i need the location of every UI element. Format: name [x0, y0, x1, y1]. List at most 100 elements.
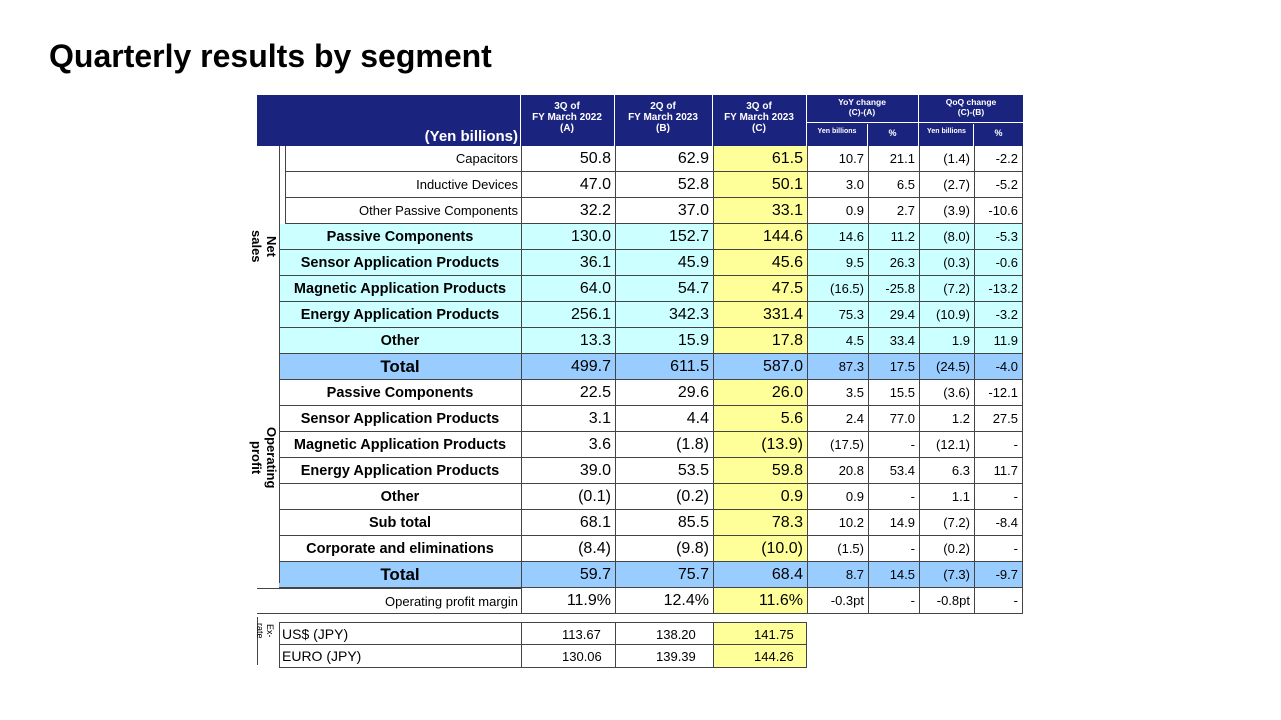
cell-b: 152.7: [615, 224, 713, 250]
cell-a: (0.1): [521, 484, 615, 510]
cell-yoy: 0.9: [807, 484, 868, 510]
cell-a: 36.1: [521, 250, 615, 276]
cell-yoy: -0.3pt: [807, 588, 868, 614]
cell-b: (9.8): [615, 536, 713, 562]
cell-c: (10.0): [713, 536, 807, 562]
col-a-line3: (A): [560, 123, 574, 134]
cell-qoq: 6.3: [919, 458, 974, 484]
margin-row: Operating profit margin 11.9% 12.4% 11.6% -0…: [257, 588, 1023, 614]
op-row: Total 59.7 75.7 68.4 8.7 14.5 (7.3) -9.7: [257, 562, 1023, 588]
row-label: Total: [279, 354, 521, 380]
cell-c: (13.9): [713, 432, 807, 458]
cell-c: 47.5: [713, 276, 807, 302]
qoq-sub-yen: Yen billions: [927, 128, 966, 135]
cell-c: 11.6%: [713, 588, 807, 614]
cell-yoy: 10.2: [807, 510, 868, 536]
cell-b: 29.6: [615, 380, 713, 406]
cell-qoq: -0.8pt: [919, 588, 974, 614]
op-row: Corporate and eliminations (8.4) (9.8) (10.…: [257, 536, 1023, 562]
cell-qoq: (8.0): [919, 224, 974, 250]
cell-yoyp: -: [868, 588, 919, 614]
fx-row: US$ (JPY) 113.67 138.20 141.75: [257, 622, 1023, 645]
row-label: Magnetic Application Products: [279, 432, 521, 458]
cell-a: 3.1: [521, 406, 615, 432]
row-label: Inductive Devices: [285, 172, 521, 198]
cell-yoyp: 17.5: [868, 354, 919, 380]
fx-row: EURO (JPY) 130.06 139.39 144.26: [257, 645, 1023, 668]
cell-yoyp: 14.5: [868, 562, 919, 588]
op-row: Sub total 68.1 85.5 78.3 10.2 14.9 (7.2) -8.4: [257, 510, 1023, 536]
op-row: Energy Application Products 39.0 53.5 59.8 2…: [257, 458, 1023, 484]
cell-a: 47.0: [521, 172, 615, 198]
cell-c: 50.1: [713, 172, 807, 198]
cell-c: 78.3: [713, 510, 807, 536]
row-label: Operating profit margin: [257, 588, 521, 614]
cell-yoyp: -: [868, 536, 919, 562]
row-label: Other: [279, 328, 521, 354]
col-c-line1: 3Q of: [746, 101, 772, 112]
col-a-line1: 3Q of: [554, 101, 580, 112]
yoy-line1: YoY change: [838, 97, 886, 107]
cell-b: (1.8): [615, 432, 713, 458]
cell-b: 4.4: [615, 406, 713, 432]
cell-b: 611.5: [615, 354, 713, 380]
cell-yoy: (17.5): [807, 432, 868, 458]
cell-yoy: 20.8: [807, 458, 868, 484]
op-row: Sensor Application Products 3.1 4.4 5.6 2.4 7…: [257, 406, 1023, 432]
cell-qoq: (12.1): [919, 432, 974, 458]
cell-b: 85.5: [615, 510, 713, 536]
cell-qoqp: -: [974, 536, 1023, 562]
cell-yoy: 0.9: [807, 198, 868, 224]
qoq-sub-pct: %: [994, 128, 1003, 138]
col-b-line3: (B): [656, 123, 670, 134]
cell-b: 342.3: [615, 302, 713, 328]
cell-a: 499.7: [521, 354, 615, 380]
row-label: Sensor Application Products: [279, 250, 521, 276]
cell-qoqp: -9.7: [974, 562, 1023, 588]
row-label: Energy Application Products: [279, 302, 521, 328]
cell-yoyp: 77.0: [868, 406, 919, 432]
row-label: Sensor Application Products: [279, 406, 521, 432]
cell-qoq: 1.2: [919, 406, 974, 432]
cell-yoyp: 11.2: [868, 224, 919, 250]
cell-qoqp: -10.6: [974, 198, 1023, 224]
cell-c: 5.6: [713, 406, 807, 432]
cell-qoq: (0.2): [919, 536, 974, 562]
net-sales-row: Total 499.7 611.5 587.0 87.3 17.5 (24.5) -4.0: [257, 354, 1023, 380]
cell-qoq: (0.3): [919, 250, 974, 276]
net-sales-row: Energy Application Products 256.1 342.3 331…: [257, 302, 1023, 328]
row-label: US$ (JPY): [279, 622, 521, 645]
net-sales-row: Passive Components 130.0 152.7 144.6 14.6 11.…: [257, 224, 1023, 250]
cell-a: 50.8: [521, 146, 615, 172]
cell-yoyp: 21.1: [868, 146, 919, 172]
col-b-header: 2Q of FY March 2023 (B): [615, 101, 711, 134]
cell-a: 39.0: [521, 458, 615, 484]
cell-b: 62.9: [615, 146, 713, 172]
cell-yoy: (1.5): [807, 536, 868, 562]
cell-c: 26.0: [713, 380, 807, 406]
net-sales-row: Other Passive Components 32.2 37.0 33.1 0.9 2…: [257, 198, 1023, 224]
cell-a: 256.1: [521, 302, 615, 328]
cell-b: 139.39: [615, 645, 713, 668]
qoq-line1: QoQ change: [945, 97, 997, 107]
qoq-header: QoQ change (C)-(B): [919, 97, 1023, 117]
cell-yoyp: 26.3: [868, 250, 919, 276]
cell-qoq: 1.1: [919, 484, 974, 510]
cell-b: 75.7: [615, 562, 713, 588]
cell-yoy: 2.4: [807, 406, 868, 432]
row-label: Sub total: [279, 510, 521, 536]
cell-yoyp: 6.5: [868, 172, 919, 198]
net-sales-row: Sensor Application Products 36.1 45.9 45.6 9…: [257, 250, 1023, 276]
cell-qoqp: -: [974, 588, 1023, 614]
cell-c: 144.26: [713, 645, 807, 668]
cell-c: 587.0: [713, 354, 807, 380]
cell-c: 0.9: [713, 484, 807, 510]
ex-rate-side-label: Ex-rate: [255, 623, 275, 639]
yoy-header: YoY change (C)-(A): [807, 97, 917, 117]
cell-qoqp: -: [974, 484, 1023, 510]
op-row: Other (0.1) (0.2) 0.9 0.9-1.1-: [257, 484, 1023, 510]
cell-c: 144.6: [713, 224, 807, 250]
row-label: Corporate and eliminations: [279, 536, 521, 562]
col-b-line1: 2Q of: [650, 101, 676, 112]
cell-a: 113.67: [521, 622, 615, 645]
